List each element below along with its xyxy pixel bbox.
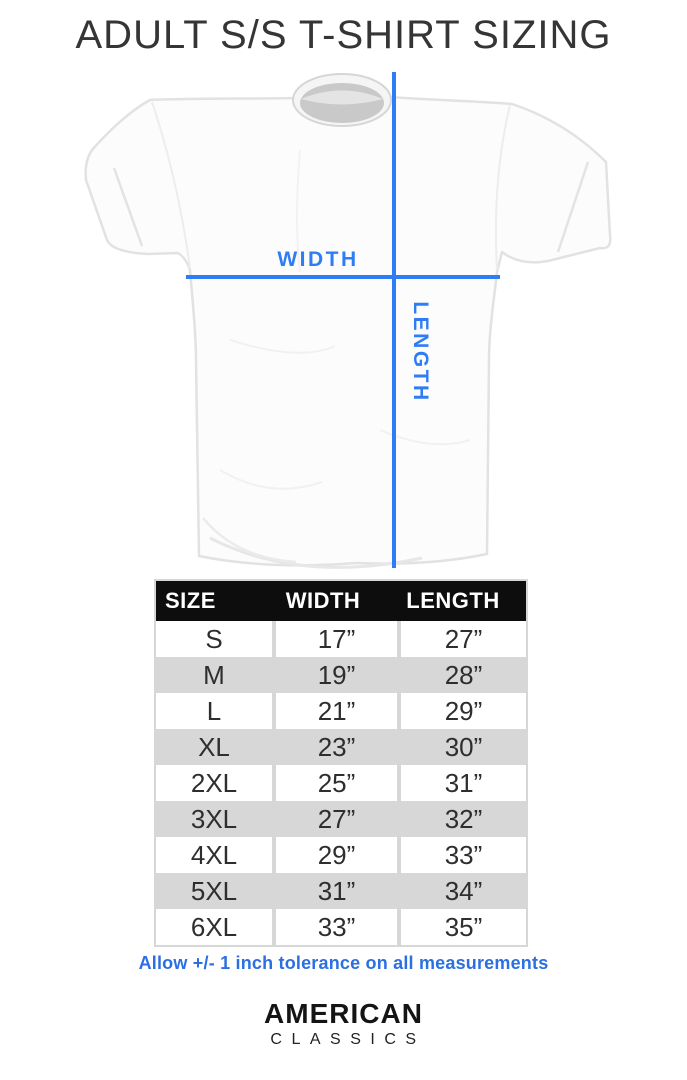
tshirt-image <box>84 73 612 569</box>
table-row: S 17” 27” <box>156 621 526 657</box>
tshirt-measurement-diagram: WIDTH LENGTH <box>84 72 612 569</box>
col-header-length: LENGTH <box>406 588 500 613</box>
width-cell: 19” <box>276 657 397 693</box>
size-cell: S <box>156 621 272 657</box>
length-cell: 35” <box>401 909 526 945</box>
width-cell: 31” <box>276 873 397 909</box>
length-cell: 27” <box>401 621 526 657</box>
size-cell: XL <box>156 729 272 765</box>
table-row: 3XL 27” 32” <box>156 801 526 837</box>
length-cell: 28” <box>401 657 526 693</box>
table-row: 4XL 29” 33” <box>156 837 526 873</box>
col-header-width: WIDTH <box>285 588 361 613</box>
size-table: SIZE WIDTH LENGTH S 17” 27” M 19” 28” L … <box>154 579 528 947</box>
size-cell: 3XL <box>156 801 272 837</box>
width-cell: 27” <box>276 801 397 837</box>
size-cell: 2XL <box>156 765 272 801</box>
brand-logo: AMERICAN CLASSICS <box>0 999 687 1050</box>
table-row: 2XL 25” 31” <box>156 765 526 801</box>
length-cell: 33” <box>401 837 526 873</box>
table-row: 5XL 31” 34” <box>156 873 526 909</box>
size-cell: 4XL <box>156 837 272 873</box>
table-row: 6XL 33” 35” <box>156 909 526 945</box>
length-cell: 30” <box>401 729 526 765</box>
collar <box>292 73 392 127</box>
size-cell: L <box>156 693 272 729</box>
table-row: M 19” 28” <box>156 657 526 693</box>
brand-name-american: AMERICAN <box>264 998 423 1029</box>
width-label: WIDTH <box>277 248 358 271</box>
size-cell: 6XL <box>156 909 272 945</box>
width-cell: 33” <box>276 909 397 945</box>
width-cell: 17” <box>276 621 397 657</box>
length-cell: 31” <box>401 765 526 801</box>
size-cell: 5XL <box>156 873 272 909</box>
table-row: L 21” 29” <box>156 693 526 729</box>
size-cell: M <box>156 657 272 693</box>
tolerance-note: Allow +/- 1 inch tolerance on all measur… <box>138 953 549 973</box>
width-cell: 25” <box>276 765 397 801</box>
brand-name-classics: CLASSICS <box>270 1031 426 1048</box>
length-cell: 29” <box>401 693 526 729</box>
length-cell: 34” <box>401 873 526 909</box>
size-table-header: SIZE WIDTH LENGTH <box>156 581 526 621</box>
width-cell: 21” <box>276 693 397 729</box>
length-label: LENGTH <box>409 301 432 402</box>
table-row: XL 23” 30” <box>156 729 526 765</box>
width-cell: 23” <box>276 729 397 765</box>
width-cell: 29” <box>276 837 397 873</box>
page-title: ADULT S/S T-SHIRT SIZING <box>75 13 612 57</box>
col-header-size: SIZE <box>165 588 216 613</box>
length-cell: 32” <box>401 801 526 837</box>
